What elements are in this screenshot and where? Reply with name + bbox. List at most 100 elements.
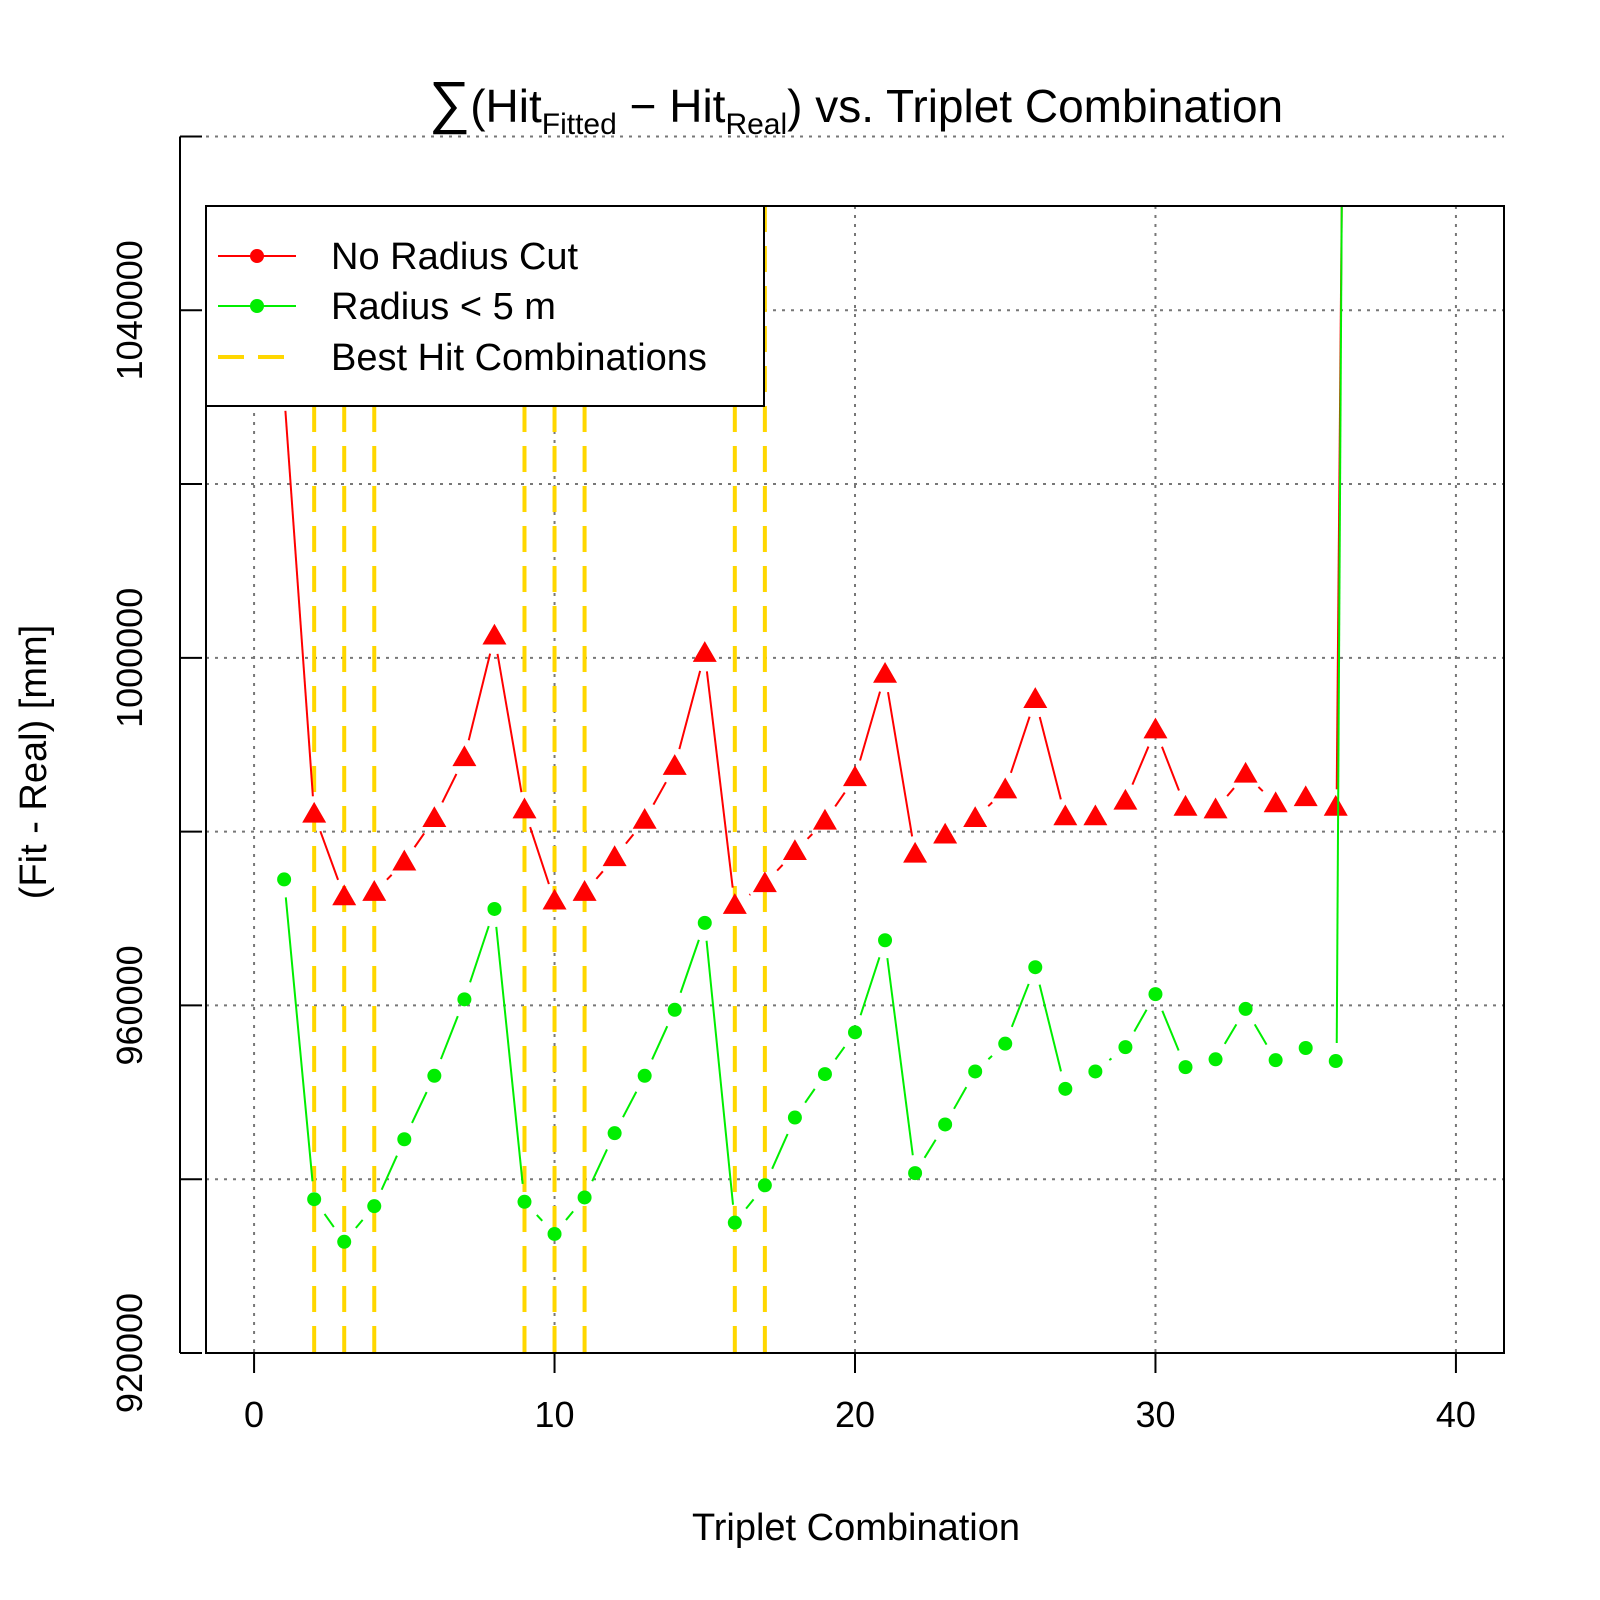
data-point-triangle [1293, 785, 1318, 807]
data-point-circle [1028, 960, 1043, 975]
series-line-segment [1131, 746, 1150, 786]
x-tick-label: 10 [535, 1394, 575, 1435]
data-point-triangle [362, 880, 387, 901]
data-point-circle [697, 915, 712, 930]
legend-marker [250, 299, 264, 313]
data-point-triangle [572, 880, 597, 901]
data-point-triangle [1233, 761, 1258, 783]
axes: 0 10 20 30 40 920000 960000 1000000 1040000 [109, 135, 1505, 1435]
series-line-segment [1161, 746, 1180, 791]
series-line-segment [355, 1219, 364, 1229]
legend-label: Radius < 5 m [331, 286, 556, 328]
data-point-circle [667, 1002, 682, 1017]
data-point-circle [1298, 1041, 1313, 1056]
series-line-segment [748, 893, 751, 896]
series-line-segment [495, 926, 524, 1185]
data-point-triangle [903, 841, 928, 863]
series-line-segment [536, 1214, 543, 1222]
data-point-circle [1328, 1054, 1343, 1069]
svg-text:∑(HitFitted − HitReal) vs. Tri: ∑(HitFitted − HitReal) vs. Triplet Combi… [429, 70, 1283, 141]
best-hit-lines [312, 206, 767, 1353]
series-line-segment [386, 874, 393, 881]
data-point-circle [397, 1132, 412, 1147]
x-tick-label: 30 [1135, 1394, 1175, 1435]
series-spike [1335, 205, 1343, 1044]
series-line-segment [625, 833, 635, 845]
data-point-triangle [302, 801, 327, 823]
series-line-segment [804, 1088, 816, 1104]
legend-label: Best Hit Combinations [331, 337, 707, 379]
series-line-segment [705, 940, 735, 1205]
data-point-triangle [1113, 788, 1138, 810]
data-point-circle [517, 1194, 532, 1209]
title-minus: − Hit [617, 80, 726, 132]
series-line-segment [467, 653, 492, 741]
series-line-segment [413, 832, 425, 848]
data-point-triangle [1023, 687, 1048, 708]
data-point-circle [307, 1192, 322, 1207]
series-line-segment [745, 1198, 755, 1210]
data-point-circle [337, 1234, 352, 1249]
series-line-segment [591, 1149, 608, 1182]
data-point-circle [938, 1117, 953, 1132]
data-point-triangle [1263, 791, 1288, 813]
series-line-segment [380, 1155, 398, 1191]
data-point-triangle [1173, 794, 1198, 816]
data-point-triangle [332, 884, 357, 906]
series-line-segment [1133, 1009, 1148, 1032]
series-line-segment [440, 1015, 459, 1060]
series-line-segment [323, 1213, 335, 1228]
data-point-triangle [392, 849, 417, 871]
series-line-segment [771, 1133, 789, 1170]
series-line-segment [565, 1210, 574, 1221]
data-point-circle [277, 872, 292, 887]
data-point-triangle [482, 623, 507, 645]
x-axis-label: Triplet Combination [692, 1507, 1020, 1549]
data-point-circle [757, 1178, 772, 1193]
y-tick-label: 1040000 [109, 240, 150, 380]
data-point-circle [367, 1199, 382, 1214]
data-point-circle [727, 1215, 742, 1230]
data-point-circle [787, 1110, 802, 1125]
series-line-segment [1038, 716, 1062, 800]
series-line-segment [834, 791, 846, 807]
data-point-triangle [512, 797, 537, 819]
series-line-segment [859, 957, 881, 1016]
series-line-segment [1226, 787, 1235, 797]
data-point-circle [1178, 1060, 1193, 1075]
data-point-triangle [1053, 804, 1078, 826]
data-point-triangle [722, 893, 747, 914]
data-point-triangle [602, 845, 627, 867]
data-point-triangle [1143, 717, 1168, 739]
series-line-segment [1161, 1010, 1180, 1051]
series-line-segment [678, 670, 702, 750]
x-tick-label: 20 [835, 1394, 875, 1435]
data-point-circle [848, 1025, 862, 1040]
series-line-segment [595, 870, 604, 880]
legend-box [205, 205, 765, 407]
series-line-segment [987, 1055, 993, 1060]
y-axis-label: (Fit - Real) [mm] [13, 625, 55, 899]
data-point-circle [637, 1068, 652, 1083]
series-line-segment [319, 830, 339, 881]
data-point-circle [908, 1166, 923, 1181]
y-tick-label: 960000 [109, 945, 150, 1065]
data-point-triangle [812, 808, 837, 830]
series-line-segment [923, 1139, 937, 1159]
title-open: (Hit [470, 80, 542, 132]
data-point-triangle [873, 661, 898, 683]
series-line-segment [651, 1025, 669, 1060]
data-point-triangle [1203, 797, 1228, 819]
data-point-triangle [632, 807, 657, 829]
data-point-circle [1148, 987, 1163, 1002]
series-line-segment [1223, 1023, 1238, 1045]
series-line-segment [1010, 983, 1030, 1028]
series-line-segment [987, 801, 993, 807]
series-line-segment [953, 1086, 968, 1110]
series-line-segment [652, 781, 667, 806]
x-tick-label: 0 [244, 1394, 264, 1435]
data-point-triangle [933, 822, 958, 844]
series-line-segment [411, 1091, 428, 1124]
series-line-segment [1038, 984, 1062, 1072]
data-point-triangle [692, 641, 717, 662]
